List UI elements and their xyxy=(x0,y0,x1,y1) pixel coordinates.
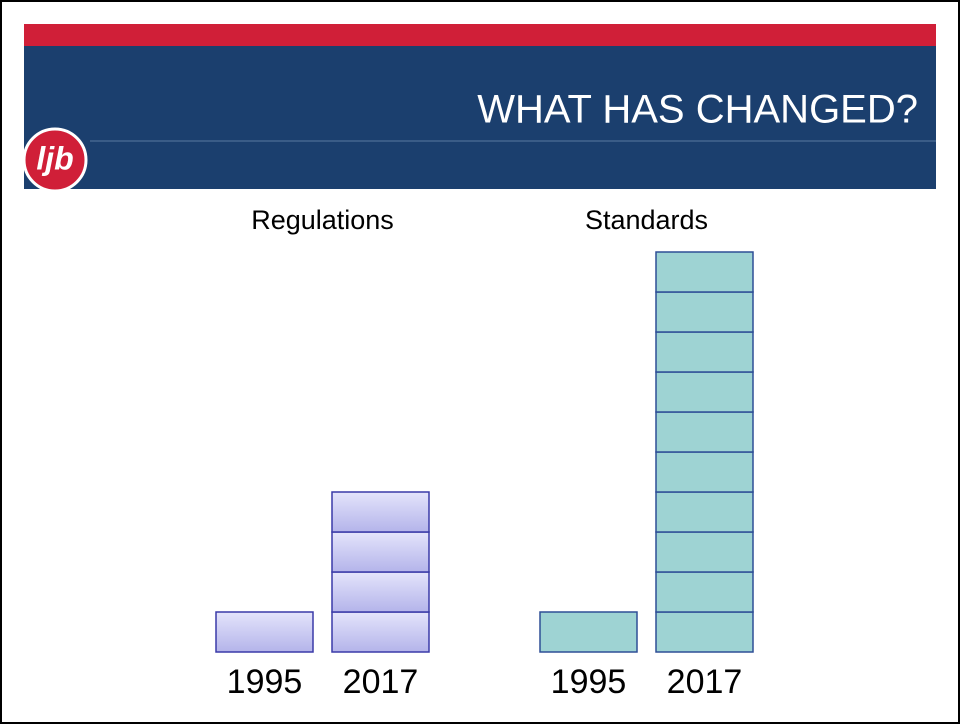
block xyxy=(655,331,754,373)
panel-title: Standards xyxy=(585,205,708,235)
red-band xyxy=(24,24,936,46)
panel-title: Regulations xyxy=(251,205,394,235)
block xyxy=(655,411,754,453)
block xyxy=(655,571,754,613)
block xyxy=(331,571,430,613)
logo xyxy=(22,127,88,193)
block xyxy=(655,451,754,493)
block xyxy=(655,531,754,573)
blue-band xyxy=(24,46,936,189)
bar-label: 2017 xyxy=(343,663,419,701)
block xyxy=(331,531,430,573)
block xyxy=(331,611,430,653)
block xyxy=(655,491,754,533)
slide-title: WHAT HAS CHANGED? xyxy=(477,88,918,132)
block xyxy=(215,611,314,653)
bar-label: 1995 xyxy=(551,663,627,701)
bar-label: 1995 xyxy=(227,663,303,701)
block xyxy=(655,611,754,653)
block xyxy=(655,371,754,413)
block xyxy=(655,291,754,333)
block xyxy=(539,611,638,653)
block xyxy=(331,491,430,533)
logo-text: ljb xyxy=(36,140,73,176)
bar-label: 2017 xyxy=(667,663,743,701)
block xyxy=(655,251,754,293)
